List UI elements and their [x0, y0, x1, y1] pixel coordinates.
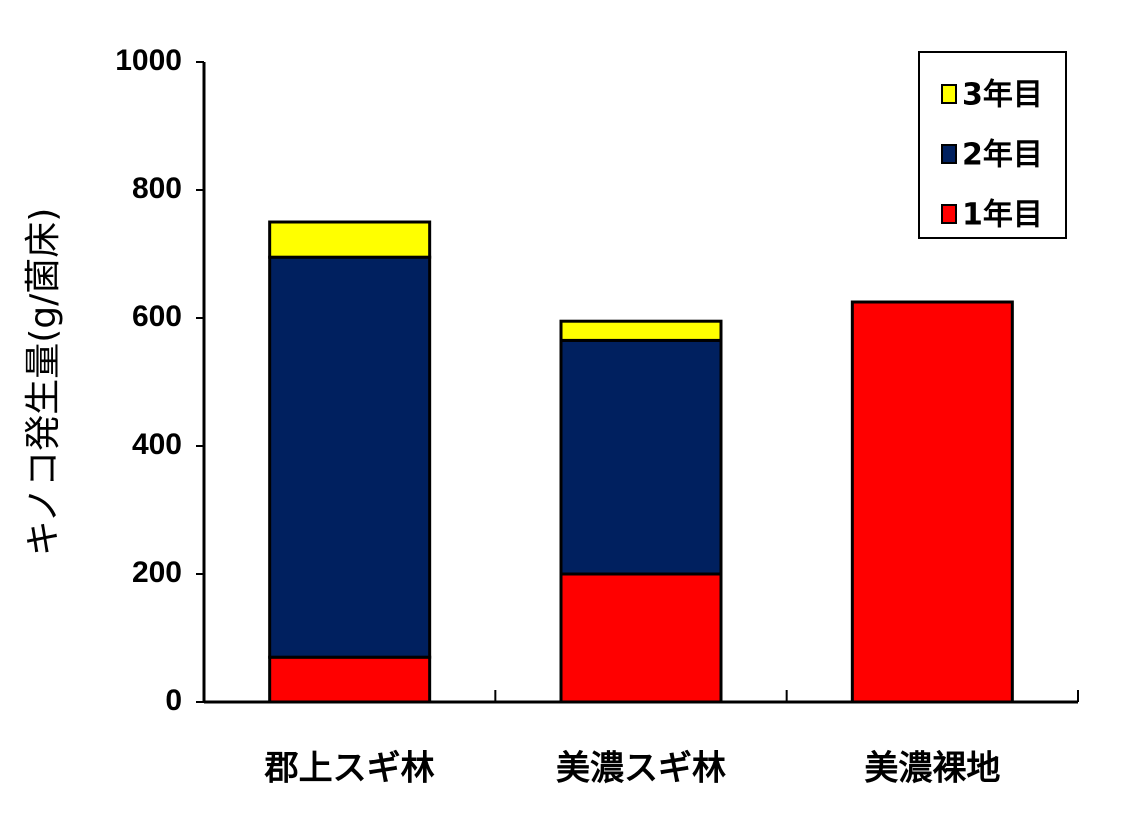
y-tick-label: 600 [132, 300, 182, 333]
legend-label: 1年目 [962, 198, 1043, 233]
legend-label: 2年目 [962, 138, 1043, 173]
x-tick-label: 美濃スギ林 [556, 749, 726, 789]
bar-segment [268, 655, 432, 704]
bar-segment [268, 220, 432, 259]
y-tick-label: 800 [132, 172, 182, 205]
bar-segment [850, 300, 1014, 704]
bar-segment [559, 338, 723, 576]
legend-label: 3年目 [962, 78, 1043, 113]
y-tick-label: 1000 [115, 44, 182, 77]
y-tick-label: 0 [165, 684, 182, 717]
bar-segment [268, 255, 432, 659]
legend-swatch [941, 144, 957, 164]
y-axis-label: キノコ発生量(g/菌床) [23, 208, 64, 557]
x-tick-label: 美濃裸地 [864, 749, 1000, 789]
legend-swatch [941, 84, 957, 104]
bar-segment [559, 572, 723, 704]
bar-segment [559, 319, 723, 342]
y-tick-label: 400 [132, 428, 182, 461]
x-tick-label: 郡上スギ林 [264, 749, 435, 789]
legend-swatch [941, 204, 957, 224]
y-tick-label: 200 [132, 556, 182, 589]
